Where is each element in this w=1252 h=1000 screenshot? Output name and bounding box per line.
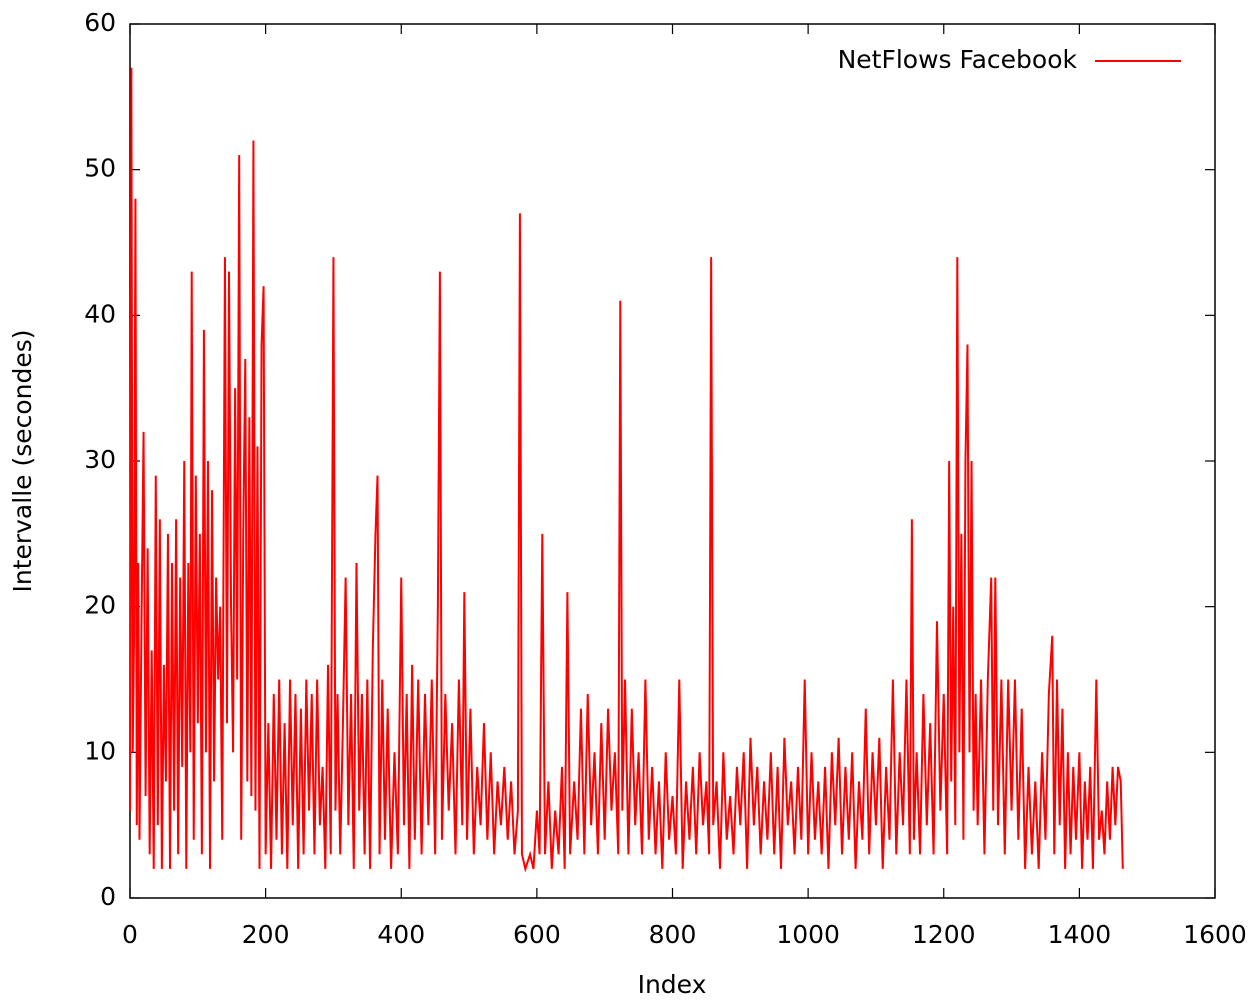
y-tick-label: 60 — [84, 8, 116, 37]
x-tick-label: 1000 — [776, 920, 840, 949]
y-axis-label: Intervalle (secondes) — [8, 329, 37, 592]
legend-label: NetFlows Facebook — [838, 45, 1078, 74]
x-tick-label: 600 — [513, 920, 561, 949]
x-tick-label: 200 — [242, 920, 290, 949]
x-axis-label: Index — [638, 970, 707, 999]
x-tick-label: 400 — [377, 920, 425, 949]
x-tick-label: 800 — [649, 920, 697, 949]
y-tick-label: 30 — [84, 445, 116, 474]
data-line — [129, 67, 1124, 873]
y-tick-label: 10 — [84, 736, 116, 765]
y-tick-label: 0 — [100, 882, 116, 911]
plot-border — [129, 23, 1216, 899]
y-tick-label: 40 — [84, 299, 116, 328]
y-tick-label: 20 — [84, 591, 116, 620]
x-tick-label: 1200 — [912, 920, 976, 949]
x-tick-label: 1400 — [1048, 920, 1112, 949]
x-tick-label: 1600 — [1183, 920, 1247, 949]
y-tick-label: 50 — [84, 154, 116, 183]
x-tick-label: 0 — [122, 920, 138, 949]
